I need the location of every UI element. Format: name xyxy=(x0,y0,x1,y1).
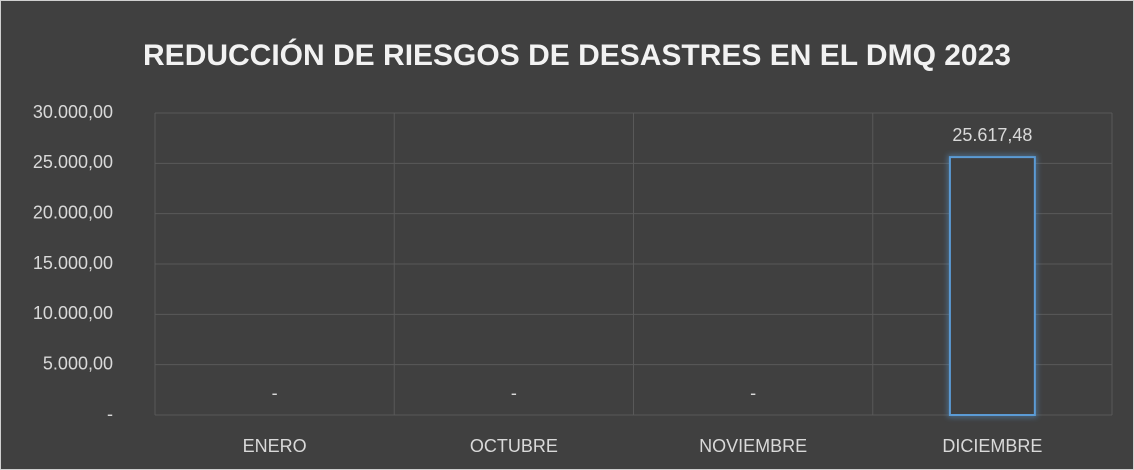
y-tick-label: 20.000,00 xyxy=(33,202,113,222)
y-tick-label: 10.000,00 xyxy=(33,303,113,323)
value-label: - xyxy=(750,383,756,403)
y-tick-label: 15.000,00 xyxy=(33,253,113,273)
x-tick-label: NOVIEMBRE xyxy=(699,436,807,456)
y-tick-label: - xyxy=(107,404,113,424)
x-tick-label: DICIEMBRE xyxy=(942,436,1042,456)
y-tick-label: 25.000,00 xyxy=(33,152,113,172)
value-label: - xyxy=(511,383,517,403)
chart-title: REDUCCIÓN DE RIESGOS DE DESASTRES EN EL … xyxy=(143,38,1011,72)
x-tick-label: ENERO xyxy=(243,436,307,456)
x-tick-label: OCTUBRE xyxy=(470,436,558,456)
value-label: - xyxy=(272,383,278,403)
bar xyxy=(948,156,1036,416)
value-label: 25.617,48 xyxy=(952,125,1032,145)
y-tick-label: 30.000,00 xyxy=(33,102,113,122)
y-tick-label: 5.000,00 xyxy=(43,353,113,373)
